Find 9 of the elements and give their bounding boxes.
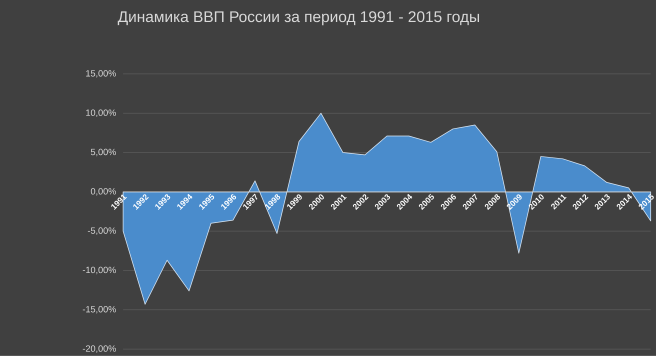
y-tick-label: -5,00%: [88, 227, 116, 235]
y-tick-label: 0,00%: [90, 188, 116, 196]
y-tick-label: -15,00%: [82, 306, 116, 314]
chart-title: Динамика ВВП России за период 1991 - 2015 годы: [118, 11, 480, 26]
y-tick-label: -10,00%: [82, 266, 116, 274]
y-tick-label: 15,00%: [86, 70, 116, 78]
y-tick-label: -20,00%: [82, 345, 116, 353]
y-tick-label: 10,00%: [86, 110, 116, 118]
y-tick-label: 5,00%: [90, 148, 116, 156]
